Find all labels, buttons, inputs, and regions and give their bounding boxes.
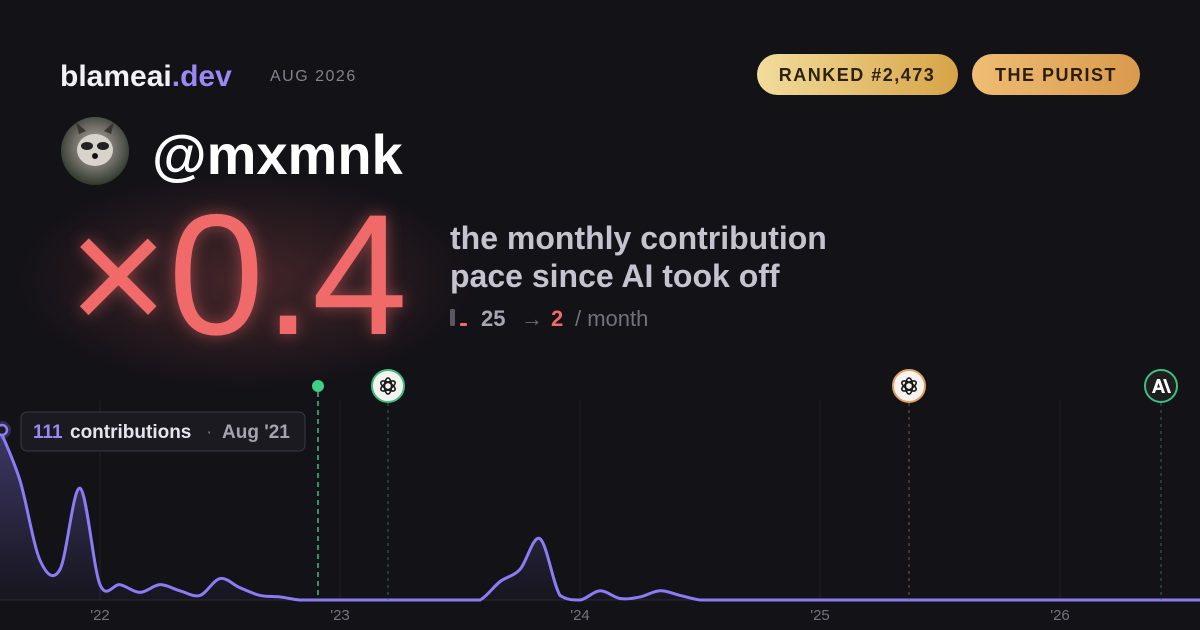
ai-launch-dot	[312, 380, 324, 392]
x-tick-label: '22	[90, 607, 110, 624]
caption-line: the monthly contribution	[450, 220, 827, 256]
rank-badge-text: RANKED #2,473	[779, 65, 936, 85]
date: AUG 2026	[270, 68, 357, 85]
multiplier-glow: ×0.4	[68, 179, 408, 371]
brand-name: blameai	[60, 60, 172, 93]
chart: '22 '23 '24 '25 '26	[0, 400, 1200, 624]
persona-badge	[972, 54, 1140, 95]
tooltip-value: 111	[33, 422, 63, 443]
tooltip: 111 contributions · Aug '21	[20, 411, 306, 452]
x-tick-label: '26	[1050, 607, 1070, 624]
headline-glow	[15, 170, 475, 390]
tooltip-separator: ·	[206, 422, 212, 443]
tooltip-box	[20, 411, 306, 452]
caption-line: pace since AI took off	[450, 258, 780, 294]
x-tick-label: '25	[810, 607, 830, 624]
handle: @mxmnk	[152, 123, 404, 186]
openai-icon	[892, 369, 926, 403]
persona-badge-text: THE PURIST	[995, 65, 1117, 85]
pace-after: 2	[551, 306, 563, 331]
brand: blameai.dev	[60, 60, 232, 93]
avatar	[61, 117, 129, 185]
point	[0, 423, 9, 437]
tooltip-label: contributions	[70, 422, 191, 443]
pace-icon	[450, 309, 467, 326]
rank-badge	[757, 54, 958, 95]
tooltip-date: Aug '21	[222, 422, 290, 443]
anthropic-icon	[1144, 369, 1178, 403]
pace-arrow: →	[521, 306, 543, 331]
openai-icon	[371, 369, 405, 403]
line	[0, 429, 1200, 602]
event-markers	[312, 369, 1178, 600]
pace-unit: / month	[575, 306, 648, 331]
pace-before: 25	[481, 306, 505, 331]
x-tick-label: '24	[570, 607, 590, 624]
x-tick-label: '23	[330, 607, 350, 624]
multiplier: ×0.4	[68, 179, 408, 371]
brand-tld: .dev	[172, 60, 232, 93]
